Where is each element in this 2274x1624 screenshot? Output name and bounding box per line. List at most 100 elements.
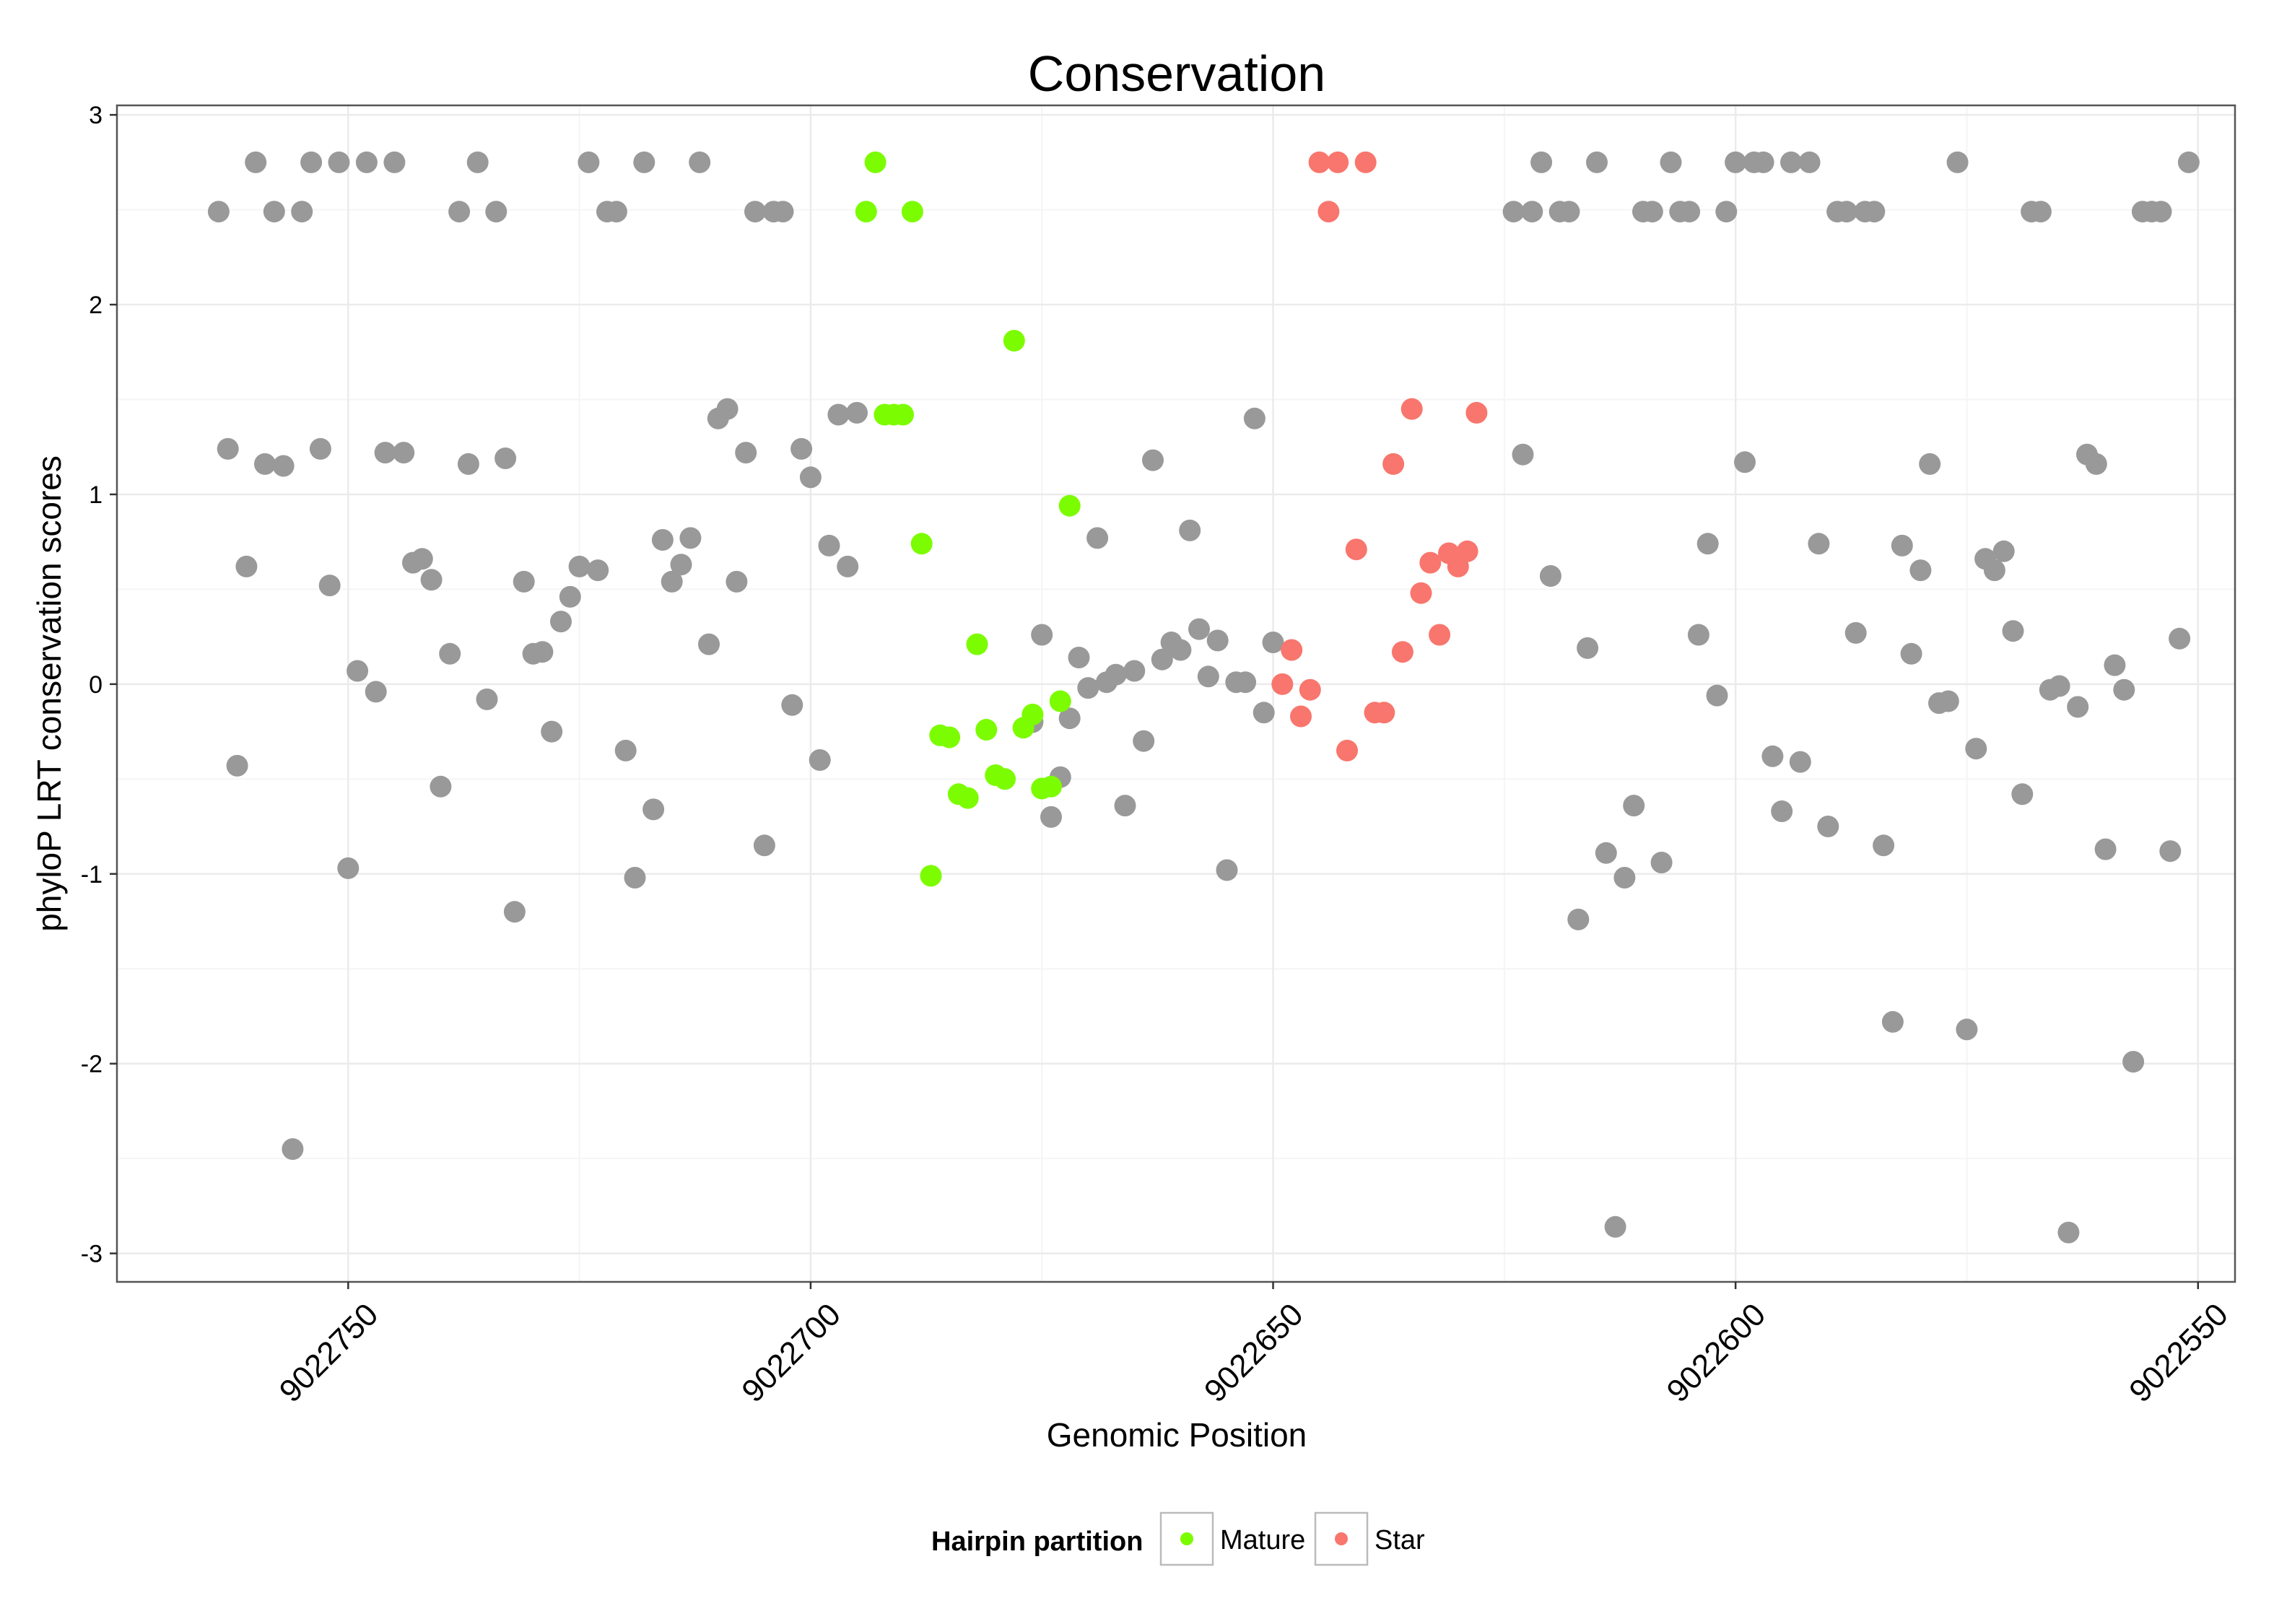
data-point-other xyxy=(781,694,803,716)
data-point-star xyxy=(1429,624,1451,646)
data-point-other xyxy=(1863,201,1886,223)
data-point-other xyxy=(1844,621,1867,644)
data-point-mature xyxy=(864,151,886,173)
legend-swatch-star xyxy=(1335,1532,1348,1545)
data-point-other xyxy=(411,548,433,570)
data-point-other xyxy=(1243,407,1265,429)
data-point-other xyxy=(1197,665,1219,688)
data-point-other xyxy=(309,437,331,460)
data-point-mature xyxy=(938,726,961,748)
data-point-other xyxy=(245,151,267,173)
data-point-other xyxy=(1613,867,1636,889)
data-point-other xyxy=(1502,201,1525,223)
data-point-other xyxy=(282,1138,304,1160)
data-point-other xyxy=(318,575,341,597)
data-point-other xyxy=(2177,151,2200,173)
data-point-other xyxy=(2113,678,2135,701)
data-point-star xyxy=(1465,401,1488,424)
data-point-other xyxy=(587,559,609,582)
data-point-other xyxy=(642,798,665,821)
data-point-other xyxy=(1835,201,1857,223)
data-point-other xyxy=(254,453,276,475)
data-point-other xyxy=(1678,201,1701,223)
legend-title: Hairpin partition xyxy=(931,1527,1143,1557)
data-point-other xyxy=(2122,1051,2145,1073)
data-point-other xyxy=(735,442,757,464)
y-tick-label: 1 xyxy=(89,481,103,509)
data-point-other xyxy=(495,448,517,469)
data-point-star xyxy=(1456,540,1478,562)
data-point-mature xyxy=(901,201,923,223)
data-point-other xyxy=(1040,806,1062,828)
data-point-other xyxy=(1206,629,1229,652)
data-point-star xyxy=(1354,151,1377,173)
data-point-other xyxy=(235,555,258,577)
data-point-other xyxy=(1179,519,1201,541)
data-point-other xyxy=(1725,151,1747,173)
data-point-other xyxy=(365,681,387,703)
data-point-star xyxy=(1400,398,1423,420)
data-point-mature xyxy=(920,865,942,887)
data-point-other xyxy=(503,901,526,923)
data-point-other xyxy=(1262,632,1284,653)
data-point-mature xyxy=(975,719,998,741)
data-point-other xyxy=(1253,702,1275,724)
y-tick-label: -3 xyxy=(81,1241,103,1268)
data-point-other xyxy=(1696,533,1719,555)
data-point-star xyxy=(1419,551,1442,574)
data-point-other xyxy=(689,151,711,173)
data-point-other xyxy=(1058,707,1081,730)
data-point-other xyxy=(1798,151,1821,173)
plot-border xyxy=(116,104,2236,1283)
data-point-other xyxy=(217,437,239,460)
data-point-other xyxy=(420,569,443,591)
data-point-other xyxy=(2048,675,2070,697)
data-point-other xyxy=(337,857,360,879)
data-point-other xyxy=(531,641,554,663)
data-point-mature xyxy=(994,768,1016,790)
data-point-other xyxy=(1780,151,1802,173)
data-point-other xyxy=(1586,151,1608,173)
data-point-other xyxy=(1114,795,1136,817)
data-point-other xyxy=(799,466,822,489)
data-point-other xyxy=(726,570,748,593)
data-point-other xyxy=(1715,201,1738,223)
data-point-other xyxy=(698,633,720,655)
data-point-other xyxy=(1123,660,1146,682)
data-point-star xyxy=(1336,739,1358,761)
data-point-other xyxy=(1873,834,1895,857)
data-point-other xyxy=(753,834,775,857)
y-tick-label: 0 xyxy=(89,671,103,699)
data-point-other xyxy=(679,527,702,549)
data-point-other xyxy=(328,151,350,173)
data-point-other xyxy=(272,455,295,477)
data-point-other xyxy=(1817,816,1839,837)
data-point-other xyxy=(1983,559,2005,582)
data-point-other xyxy=(614,739,637,761)
data-point-star xyxy=(1410,582,1432,604)
data-point-other xyxy=(651,529,674,551)
data-point-other xyxy=(1216,859,1238,881)
data-point-other xyxy=(226,754,248,777)
data-point-other xyxy=(207,201,230,223)
legend-label-mature: Mature xyxy=(1220,1525,1305,1555)
data-point-other xyxy=(1992,540,2015,562)
data-point-other xyxy=(827,403,850,426)
legend-swatch-mature xyxy=(1180,1532,1193,1545)
data-point-other xyxy=(2085,453,2107,475)
data-point-other xyxy=(1031,624,1053,646)
data-point-star xyxy=(1308,151,1330,173)
data-point-other xyxy=(393,442,415,464)
y-tick-label: 3 xyxy=(89,102,103,129)
data-point-other xyxy=(744,201,766,223)
data-point-other xyxy=(661,570,683,593)
data-point-other xyxy=(837,555,859,577)
data-point-star xyxy=(1290,705,1312,728)
data-point-other xyxy=(1567,908,1590,930)
data-point-other xyxy=(1946,151,1969,173)
data-point-other xyxy=(1623,795,1645,817)
data-point-other xyxy=(1188,618,1210,640)
data-point-star xyxy=(1373,702,1395,724)
data-point-other xyxy=(430,775,452,798)
points-layer xyxy=(207,151,2200,1244)
